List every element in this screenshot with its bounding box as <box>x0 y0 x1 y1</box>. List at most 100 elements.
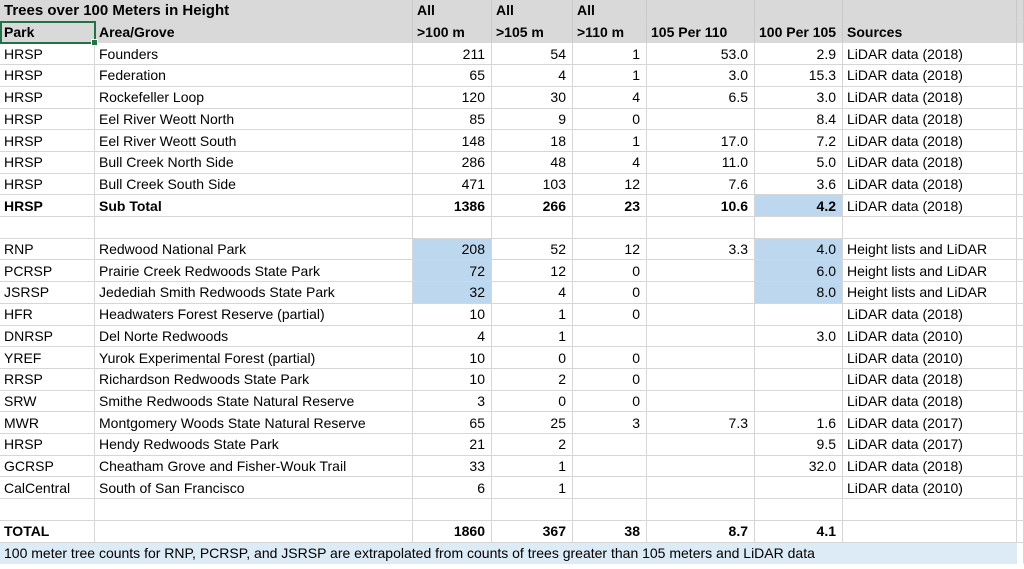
cell-park[interactable]: HRSP <box>0 434 95 456</box>
cell-area[interactable]: Jedediah Smith Redwoods State Park <box>95 282 413 304</box>
cell-src[interactable]: LiDAR data (2018) <box>843 130 1017 152</box>
cell-src[interactable]: LiDAR data (2018) <box>843 390 1017 413</box>
cell-p105[interactable] <box>647 390 755 413</box>
cell-c100[interactable]: 286 <box>413 151 492 174</box>
cell-empty[interactable] <box>1017 238 1024 261</box>
header-100-per-105[interactable]: 100 Per 105 <box>755 21 843 44</box>
cell-area[interactable] <box>95 520 413 543</box>
cell-c100[interactable]: 148 <box>413 130 492 152</box>
cell-area[interactable]: Hendy Redwoods State Park <box>95 434 413 456</box>
cell-p105[interactable] <box>647 347 755 369</box>
cell-empty[interactable] <box>1017 173 1024 196</box>
cell-p100[interactable]: 8.0 <box>755 282 843 304</box>
cell-park[interactable]: YREF <box>0 347 95 369</box>
cell-c110[interactable] <box>573 217 647 239</box>
cell-c110[interactable] <box>573 477 647 500</box>
cell-park[interactable]: HRSP <box>0 151 95 174</box>
cell-park[interactable]: PCRSP <box>0 260 95 283</box>
cell-c110[interactable] <box>573 434 647 456</box>
cell-c105[interactable]: 0 <box>492 390 573 413</box>
cell-p100[interactable]: 8.4 <box>755 108 843 131</box>
cell-c105[interactable]: 9 <box>492 108 573 131</box>
cell-c105[interactable]: 12 <box>492 260 573 283</box>
cell-c105[interactable] <box>492 217 573 239</box>
cell-c110[interactable]: 1 <box>573 130 647 152</box>
cell-park[interactable]: HRSP <box>0 43 95 66</box>
cell-p105[interactable]: 6.5 <box>647 86 755 109</box>
cell-p100[interactable]: 4.0 <box>755 238 843 261</box>
cell-c105[interactable]: 52 <box>492 238 573 261</box>
cell-empty[interactable] <box>1017 260 1024 283</box>
cell-area[interactable]: Yurok Experimental Forest (partial) <box>95 347 413 369</box>
cell-p105[interactable]: 3.3 <box>647 238 755 261</box>
cell-area[interactable]: Del Norte Redwoods <box>95 325 413 348</box>
cell-c100[interactable]: 471 <box>413 173 492 196</box>
cell-src[interactable]: LiDAR data (2018) <box>843 65 1017 87</box>
cell-src[interactable]: LiDAR data (2010) <box>843 347 1017 369</box>
cell-park[interactable] <box>0 217 95 239</box>
cell-c105[interactable] <box>492 499 573 521</box>
cell-area[interactable]: Eel River Weott South <box>95 130 413 152</box>
cell-c110[interactable]: 38 <box>573 520 647 543</box>
cell-park[interactable] <box>0 499 95 521</box>
sheet-title-cell[interactable]: Trees over 100 Meters in Height <box>0 0 413 22</box>
cell-src[interactable]: LiDAR data (2018) <box>843 43 1017 66</box>
cell-empty[interactable] <box>1017 130 1024 152</box>
cell-p100[interactable]: 15.3 <box>755 65 843 87</box>
cell-c110[interactable]: 4 <box>573 151 647 174</box>
cell-area[interactable]: Founders <box>95 43 413 66</box>
cell-empty[interactable] <box>1017 86 1024 109</box>
cell-c105[interactable]: 1 <box>492 325 573 348</box>
cell-area[interactable]: Eel River Weott North <box>95 108 413 131</box>
cell-c100[interactable]: 10 <box>413 303 492 326</box>
cell-p100[interactable]: 32.0 <box>755 455 843 478</box>
cell-p100[interactable] <box>755 477 843 500</box>
cell-c100[interactable]: 65 <box>413 412 492 435</box>
cell-c100[interactable] <box>413 217 492 239</box>
cell-src[interactable]: LiDAR data (2017) <box>843 412 1017 435</box>
cell-c110[interactable]: 12 <box>573 238 647 261</box>
cell-p100[interactable]: 4.2 <box>755 195 843 218</box>
cell-area[interactable]: Richardson Redwoods State Park <box>95 368 413 391</box>
cell-src[interactable]: LiDAR data (2018) <box>843 303 1017 326</box>
cell-c110[interactable]: 0 <box>573 108 647 131</box>
cell-p100[interactable]: 2.9 <box>755 43 843 66</box>
cell-empty[interactable] <box>1017 390 1024 413</box>
cell-c100[interactable]: 120 <box>413 86 492 109</box>
cell-c110[interactable]: 0 <box>573 347 647 369</box>
cell-p105[interactable] <box>647 303 755 326</box>
cell-empty[interactable] <box>1017 477 1024 500</box>
header-105-per-110[interactable]: 105 Per 110 <box>647 21 755 44</box>
cell-park[interactable]: JSRSP <box>0 282 95 304</box>
cell-p105[interactable]: 53.0 <box>647 43 755 66</box>
cell-park[interactable]: HRSP <box>0 130 95 152</box>
cell-p100[interactable] <box>755 303 843 326</box>
cell-p105[interactable]: 11.0 <box>647 151 755 174</box>
cell-park[interactable]: MWR <box>0 412 95 435</box>
cell-c110[interactable] <box>573 325 647 348</box>
cell-c100[interactable]: 208 <box>413 238 492 261</box>
cell-p105[interactable] <box>647 108 755 131</box>
cell-c105[interactable]: 103 <box>492 173 573 196</box>
header-blank-cell[interactable] <box>843 0 1017 22</box>
cell-park[interactable]: HRSP <box>0 65 95 87</box>
cell-src[interactable]: LiDAR data (2018) <box>843 151 1017 174</box>
header-blank-cell[interactable] <box>1017 0 1024 22</box>
fill-handle[interactable] <box>91 39 98 46</box>
cell-c110[interactable]: 12 <box>573 173 647 196</box>
header-blank-cell[interactable] <box>1017 21 1024 44</box>
cell-park[interactable]: HRSP <box>0 86 95 109</box>
cell-p100[interactable]: 3.0 <box>755 86 843 109</box>
header-gt100m[interactable]: >100 m <box>413 21 492 44</box>
cell-area[interactable]: Sub Total <box>95 195 413 218</box>
cell-p105[interactable]: 7.6 <box>647 173 755 196</box>
cell-area[interactable]: Rockefeller Loop <box>95 86 413 109</box>
cell-area[interactable] <box>95 499 413 521</box>
cell-p100[interactable] <box>755 368 843 391</box>
cell-src[interactable]: LiDAR data (2018) <box>843 86 1017 109</box>
cell-empty[interactable] <box>1017 65 1024 87</box>
cell-src[interactable]: LiDAR data (2010) <box>843 325 1017 348</box>
cell-p100[interactable] <box>755 390 843 413</box>
cell-c105[interactable]: 0 <box>492 347 573 369</box>
cell-area[interactable]: South of San Francisco <box>95 477 413 500</box>
